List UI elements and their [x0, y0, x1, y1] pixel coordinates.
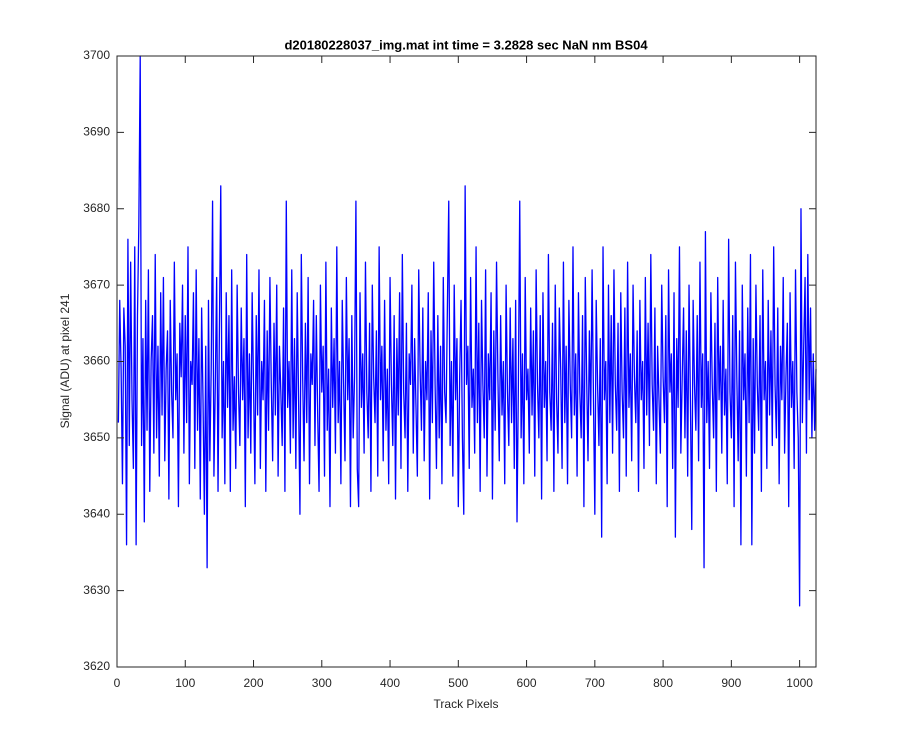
x-tick-label: 700: [585, 676, 605, 690]
x-tick-label: 1000: [786, 676, 813, 690]
data-line: [117, 55, 817, 607]
y-tick-label: 3700: [83, 48, 110, 62]
y-tick-label: 3630: [83, 583, 110, 597]
y-tick-label: 3640: [83, 506, 110, 520]
x-tick-label: 900: [721, 676, 741, 690]
y-tick-label: 3650: [83, 430, 110, 444]
y-axis-label: Signal (ADU) at pixel 241: [58, 293, 72, 428]
x-tick-label: 0: [114, 676, 121, 690]
y-tick-label: 3690: [83, 125, 110, 139]
chart-title: d20180228037_img.mat int time = 3.2828 s…: [284, 37, 648, 52]
y-tick-label: 3620: [83, 659, 110, 673]
x-tick-label: 800: [653, 676, 673, 690]
x-tick-label: 500: [448, 676, 468, 690]
x-tick-label: 300: [312, 676, 332, 690]
x-axis-label: Track Pixels: [434, 697, 499, 711]
x-tick-label: 400: [380, 676, 400, 690]
x-tick-label: 200: [244, 676, 264, 690]
x-tick-label: 600: [517, 676, 537, 690]
y-tick-label: 3670: [83, 277, 110, 291]
y-tick-label: 3660: [83, 354, 110, 368]
y-tick-label: 3680: [83, 201, 110, 215]
x-tick-label: 100: [175, 676, 195, 690]
